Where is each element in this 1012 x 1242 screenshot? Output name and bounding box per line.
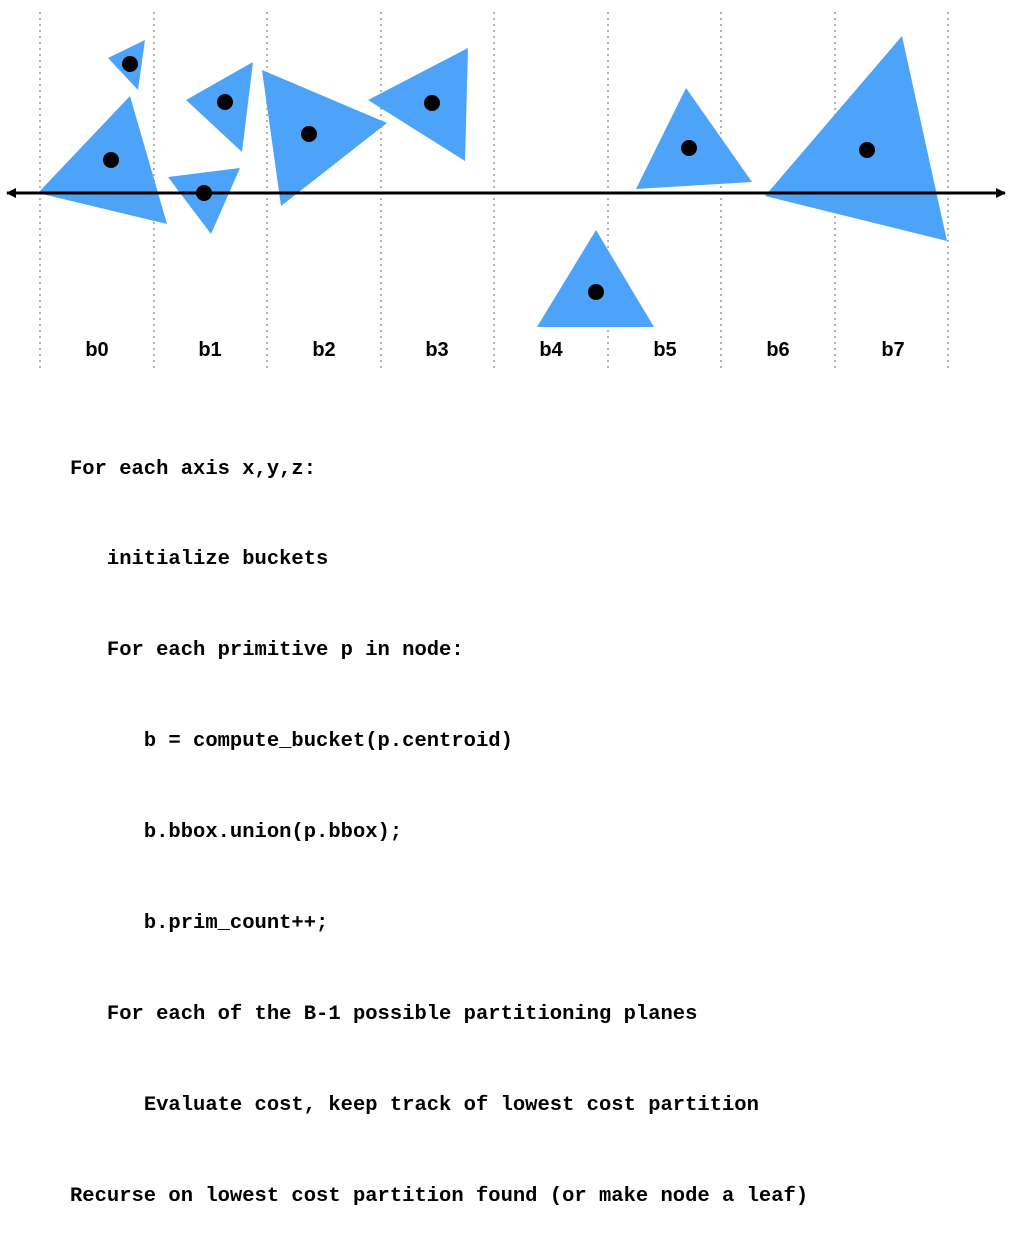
bucket-partition-diagram: b0 b1 b2 b3 b4 b5 b6 b7 bbox=[6, 12, 1006, 370]
centroid-dot bbox=[217, 94, 233, 110]
code-line: b.bbox.union(p.bbox); bbox=[143, 821, 403, 845]
code-line: Recurse on lowest cost partition found (… bbox=[70, 1184, 809, 1208]
code-line: For each primitive p in node: bbox=[106, 639, 464, 663]
primitive-triangle bbox=[765, 36, 947, 241]
code-line: b.prim_count++; bbox=[143, 912, 329, 936]
primitives bbox=[38, 36, 947, 327]
bucket-labels: b0 b1 b2 b3 b4 b5 b6 b7 bbox=[85, 339, 904, 361]
bucket-label-b7: b7 bbox=[881, 339, 904, 361]
primitive-triangle bbox=[38, 96, 167, 224]
code-line: Evaluate cost, keep track of lowest cost… bbox=[143, 1093, 759, 1117]
centroid-dot bbox=[859, 142, 875, 158]
centroid-dot bbox=[681, 140, 697, 156]
primitive-triangle bbox=[537, 230, 654, 327]
primitive-triangle bbox=[636, 88, 752, 189]
primitive-triangle bbox=[368, 48, 468, 161]
primitive-triangle bbox=[262, 70, 387, 206]
code-line: b = compute_bucket(p.centroid) bbox=[143, 730, 513, 754]
centroids bbox=[103, 56, 875, 300]
centroid-dot bbox=[424, 95, 440, 111]
bucket-label-b1: b1 bbox=[198, 339, 221, 361]
code-line: For each of the B-1 possible partitionin… bbox=[106, 1002, 698, 1026]
bucket-label-b6: b6 bbox=[766, 339, 789, 361]
bucket-label-b5: b5 bbox=[653, 339, 676, 361]
centroid-dot bbox=[196, 185, 212, 201]
pseudocode-block: For each axis x,y,z: initialize buckets … bbox=[70, 394, 808, 1242]
bucket-label-b0: b0 bbox=[85, 339, 108, 361]
centroid-dot bbox=[122, 56, 138, 72]
bucket-label-b4: b4 bbox=[539, 339, 563, 361]
centroid-dot bbox=[103, 152, 119, 168]
centroid-dot bbox=[301, 126, 317, 142]
code-line: initialize buckets bbox=[106, 548, 329, 572]
centroid-dot bbox=[588, 284, 604, 300]
bucket-label-b2: b2 bbox=[312, 339, 335, 361]
bucket-label-b3: b3 bbox=[425, 339, 448, 361]
code-line: For each axis x,y,z: bbox=[70, 457, 317, 481]
